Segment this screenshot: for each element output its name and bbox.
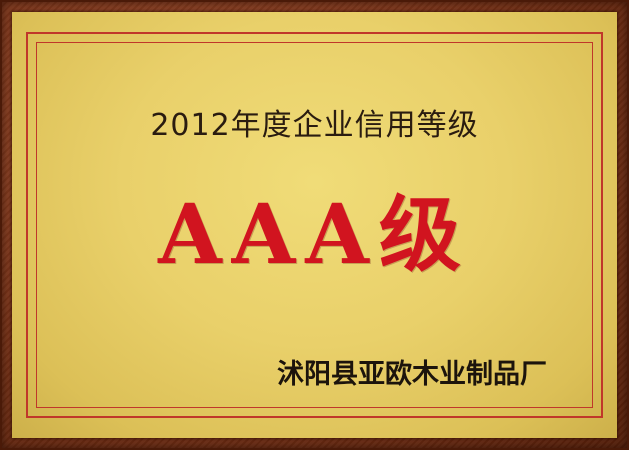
- company-name: 沭阳县亚欧木业制品厂: [277, 359, 547, 390]
- inner-border-line: [36, 42, 593, 408]
- credit-grade: AAA级: [158, 187, 471, 283]
- gold-panel: 2012年度企业信用等级 AAA级 沭阳县亚欧木业制品厂: [12, 12, 617, 438]
- outer-border-line: [26, 32, 603, 418]
- certificate-title: 2012年度企业信用等级: [150, 108, 479, 143]
